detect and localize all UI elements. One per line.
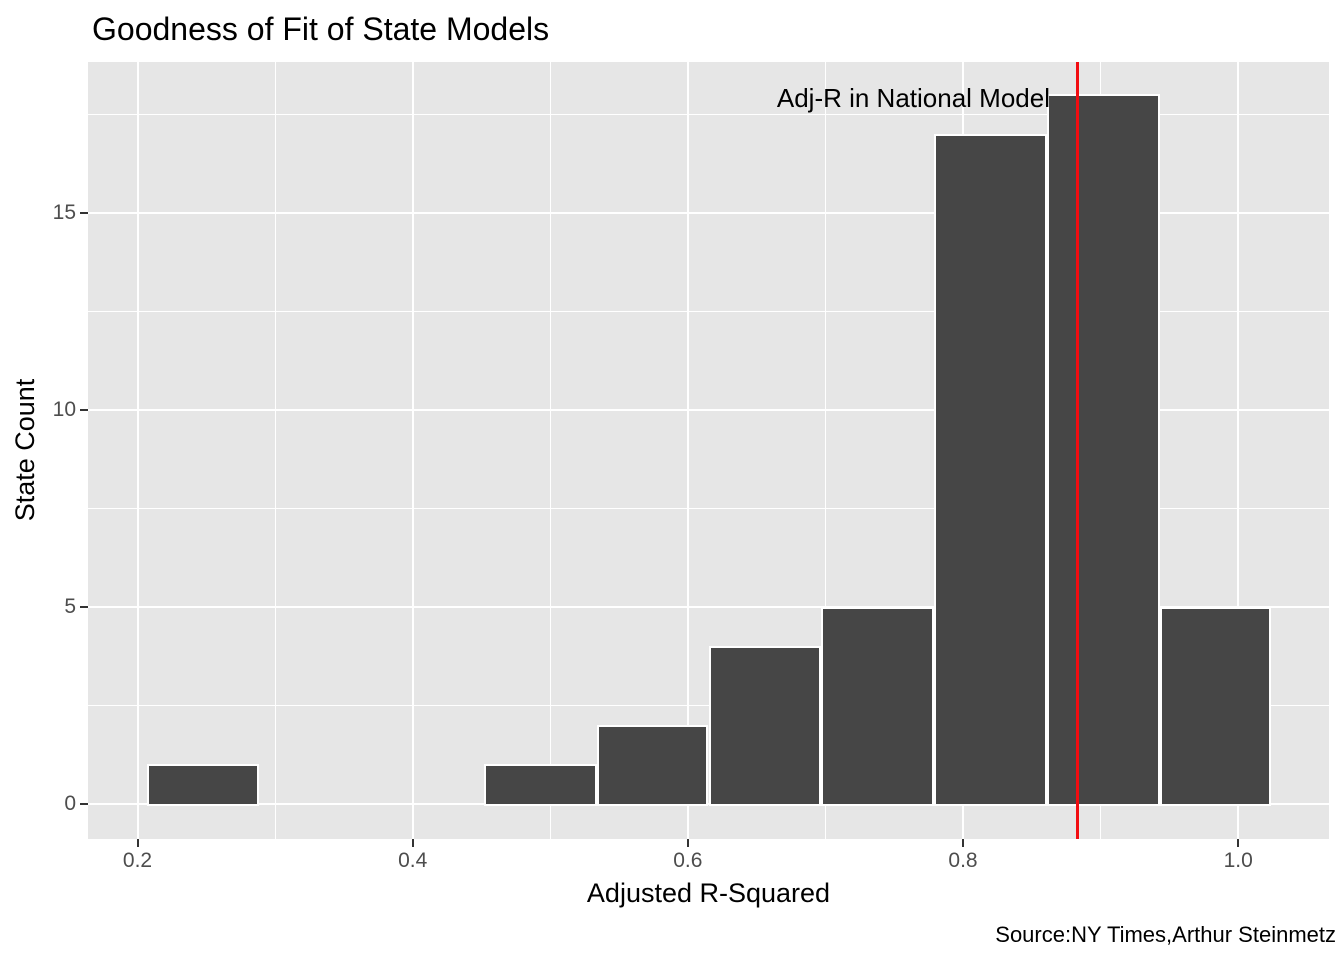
x-axis-tick (411, 839, 414, 847)
gridline-minor-y (88, 507, 1329, 509)
y-tick-label: 5 (64, 594, 76, 618)
x-tick-label: 0.8 (948, 849, 978, 872)
y-axis-tick (80, 211, 88, 214)
gridline-minor-x (824, 62, 826, 839)
gridline-minor-x (549, 62, 551, 839)
y-axis-tick (80, 408, 88, 411)
y-tick-label: 15 (52, 200, 76, 224)
x-axis-tick (1237, 839, 1240, 847)
histogram-bar (597, 724, 709, 806)
x-axis-tick (136, 839, 139, 847)
y-axis-tick (80, 605, 88, 608)
gridline-minor-y (88, 310, 1329, 312)
x-tick-label: 0.6 (673, 849, 703, 872)
x-axis-tick (686, 839, 689, 847)
gridline-major-x (686, 62, 689, 839)
x-tick-label: 1.0 (1223, 849, 1253, 872)
histogram-bar (147, 764, 259, 806)
x-tick-label: 0.4 (398, 849, 428, 872)
plot-panel (88, 62, 1329, 839)
x-axis-tick (962, 839, 965, 847)
gridline-major-y (88, 408, 1329, 411)
y-tick-label: 10 (52, 397, 76, 421)
histogram-bar (1046, 94, 1160, 806)
gridline-major-y (88, 605, 1329, 608)
gridline-major-x (1237, 62, 1240, 839)
x-tick-label: 0.2 (122, 849, 153, 872)
histogram-bar (934, 133, 1047, 806)
histogram-bar (708, 645, 822, 806)
gridline-minor-y (88, 113, 1329, 115)
histogram-bar (821, 606, 935, 806)
vline-annotation-label: Adj-R in National Model (776, 83, 1050, 113)
x-axis-title: Adjusted R-Squared (586, 878, 831, 908)
gridline-major-y (88, 211, 1329, 214)
histogram-bar (1159, 606, 1272, 806)
gridline-minor-x (274, 62, 276, 839)
y-tick-label: 0 (64, 791, 76, 815)
source-caption: Source:NY Times,Arthur Steinmetz (995, 922, 1336, 947)
gridline-major-x (411, 62, 414, 839)
y-axis-tick (80, 802, 88, 805)
chart-title: Goodness of Fit of State Models (92, 11, 550, 47)
gridline-major-x (136, 62, 139, 839)
histogram-bar (484, 764, 598, 806)
reference-line (1075, 62, 1079, 839)
